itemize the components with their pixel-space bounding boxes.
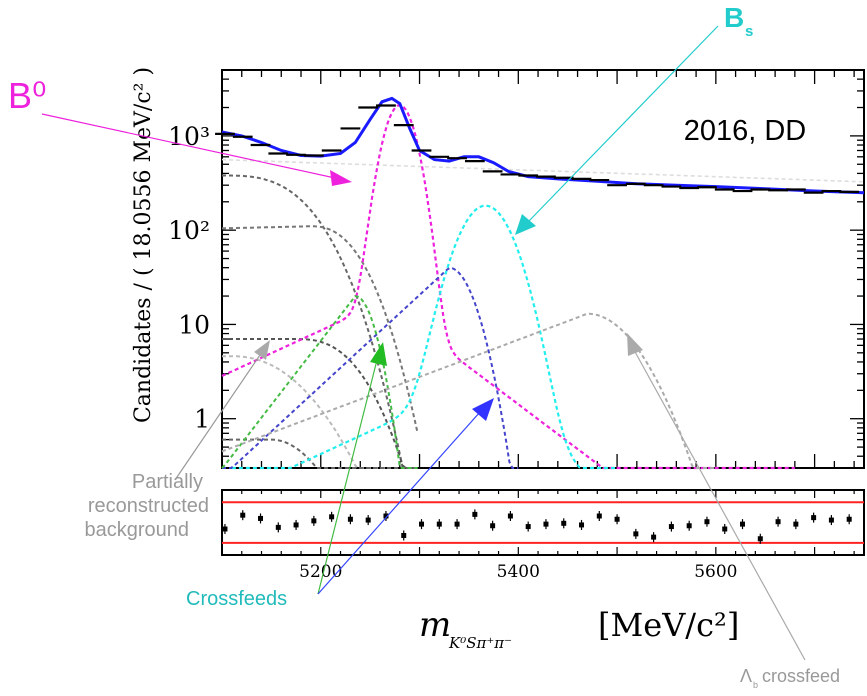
pull-plot-frame	[221, 489, 865, 556]
pull-point	[614, 516, 620, 522]
pull-point	[686, 523, 692, 529]
partial-reco-curve	[222, 355, 388, 469]
lambdab-arrowhead	[627, 333, 643, 356]
svg-text:B: B	[724, 2, 744, 33]
svg-text:Partially: Partially	[132, 471, 203, 493]
y-tick-label: 10	[178, 310, 210, 339]
pull-point	[329, 514, 335, 520]
pull-point	[668, 524, 674, 530]
b0-arrowhead	[330, 170, 352, 186]
lambdab-crossfeed-curve	[221, 312, 716, 469]
svg-text:Λ: Λ	[740, 666, 752, 686]
partial-arrowhead	[254, 340, 270, 360]
pull-point	[401, 533, 407, 538]
pull-point	[436, 521, 442, 527]
bs-arrowhead	[515, 214, 536, 235]
pull-point	[507, 513, 513, 519]
pull-point	[258, 515, 264, 521]
x-axis-label: m K⁰Sπ⁺π⁻ [MeV/c²]	[419, 605, 739, 652]
pull-point	[633, 531, 639, 537]
partial-reco-curve	[221, 225, 419, 434]
panel-label: 2016, DD	[684, 115, 807, 147]
crossfeed-green-curve	[221, 294, 418, 469]
pull-point	[365, 517, 371, 523]
svg-text:background: background	[84, 519, 189, 541]
crossfeed-arrow-blue	[317, 411, 481, 595]
svg-text:s: s	[745, 23, 753, 40]
pull-point	[419, 521, 425, 527]
svg-text:reconstructed: reconstructed	[88, 495, 209, 517]
b0-signal-curve	[221, 104, 795, 470]
pull-point	[740, 521, 746, 527]
lambdab-arrow	[633, 349, 806, 661]
pull-point	[383, 513, 389, 519]
pull-point	[775, 519, 781, 525]
pull-point	[525, 524, 531, 530]
crossfeeds-label: Crossfeeds	[186, 588, 287, 610]
crossfeed-arrowhead-green	[370, 342, 387, 366]
fit-components	[221, 96, 865, 470]
bs-signal-curve	[231, 204, 618, 470]
pull-panel	[222, 501, 864, 544]
data-points	[215, 104, 860, 194]
pull-point	[240, 512, 246, 518]
partial-reco-curve	[222, 174, 418, 469]
pull-point	[275, 524, 281, 530]
x-tick-label: 5400	[497, 562, 540, 582]
pull-point	[579, 522, 585, 528]
svg-text:K⁰Sπ⁺π⁻: K⁰Sπ⁺π⁻	[448, 634, 512, 652]
svg-text:[MeV/c²]: [MeV/c²]	[598, 606, 739, 644]
svg-text:crossfeed: crossfeed	[762, 666, 840, 686]
crossfeed-arrowhead-blue	[472, 398, 494, 421]
annotation-arrows	[41, 25, 806, 661]
pull-point	[704, 519, 710, 525]
pull-point	[596, 513, 602, 519]
pull-point	[293, 522, 299, 528]
svg-text:b: b	[753, 680, 758, 690]
bs-label: B s	[724, 2, 753, 40]
pull-point	[561, 520, 567, 526]
svg-text:m: m	[419, 605, 451, 645]
pull-point	[454, 521, 460, 527]
x-tick-label: 5600	[694, 562, 737, 582]
main-plot-frame	[221, 69, 865, 469]
y-tick-label: 1	[194, 405, 210, 434]
pull-point	[651, 534, 657, 540]
x-tick-label: 5200	[299, 562, 342, 582]
y-tick-label: 10²	[168, 216, 210, 245]
y-axis-label: Candidates / ( 18.0556 MeV/c² )	[131, 67, 156, 423]
partial-reco-curve	[222, 438, 418, 469]
pull-point	[472, 511, 478, 517]
combinatorial-background-curve	[221, 158, 865, 183]
pull-point	[828, 517, 834, 523]
pull-point	[722, 526, 728, 532]
crossfeed-arrow-green	[317, 355, 379, 595]
lambdab-label: Λ b crossfeed	[740, 666, 840, 690]
partial-reco-curve	[222, 338, 418, 469]
b0-arrow	[41, 113, 336, 179]
bs-arrow	[527, 25, 719, 223]
pull-point	[222, 526, 228, 532]
pull-point	[490, 523, 496, 529]
b0-label: B⁰	[8, 75, 46, 116]
pull-point	[347, 516, 353, 522]
pull-point	[811, 515, 817, 521]
pull-point	[311, 518, 317, 524]
pull-point	[793, 521, 799, 527]
crossfeed-blue-curve	[222, 266, 519, 469]
partial-reco-label: Partially reconstructed background	[84, 471, 209, 541]
pull-point	[846, 516, 852, 522]
partial-arrow	[174, 351, 263, 481]
pull-point	[543, 521, 549, 527]
pull-point	[757, 536, 763, 542]
